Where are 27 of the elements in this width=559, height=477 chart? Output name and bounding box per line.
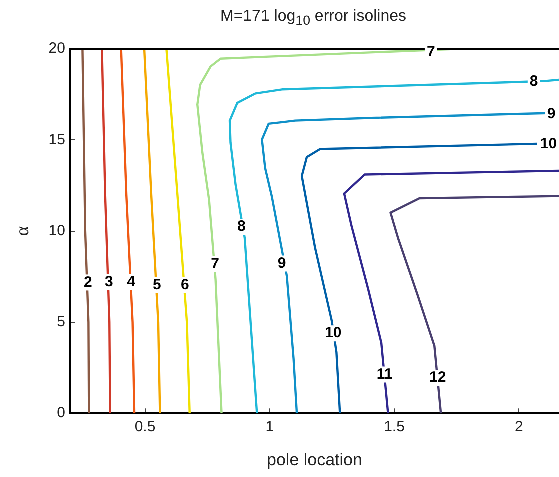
- annotation: 4: [127, 273, 136, 290]
- annotation: 8: [238, 218, 246, 236]
- y-tick-label: 10: [48, 222, 66, 240]
- x-tick-label: 1.5: [384, 418, 405, 436]
- x-tick-label: 1: [266, 418, 274, 436]
- chart-title: M=171 log$_{10}$ error isolines: [219, 8, 408, 30]
- annotation: 9: [278, 254, 286, 272]
- annotation: 9: [547, 106, 556, 123]
- y-tick-label: 20: [48, 40, 66, 58]
- annotation: 10: [325, 324, 342, 342]
- annotation: 6: [180, 276, 190, 294]
- y-axis-title: α: [12, 226, 34, 236]
- annotation: 8: [530, 73, 538, 90]
- x-tick-label: 0.5: [134, 418, 156, 436]
- annotation: 7: [211, 255, 220, 272]
- annotation: 10: [540, 136, 558, 153]
- y-tick-label: 5: [57, 314, 66, 331]
- y-tick-label: 0: [57, 404, 66, 422]
- annotation: 7: [426, 44, 436, 61]
- x-axis-title: pole location: [267, 450, 362, 470]
- annotation: 5: [153, 276, 162, 294]
- y-tick-label: 15: [48, 131, 66, 148]
- annotation: 11: [376, 366, 393, 383]
- annotation: 2: [84, 274, 92, 291]
- annotation: 3: [104, 273, 114, 290]
- x-tick-label: 2: [514, 418, 524, 436]
- annotation: 12: [430, 369, 446, 386]
